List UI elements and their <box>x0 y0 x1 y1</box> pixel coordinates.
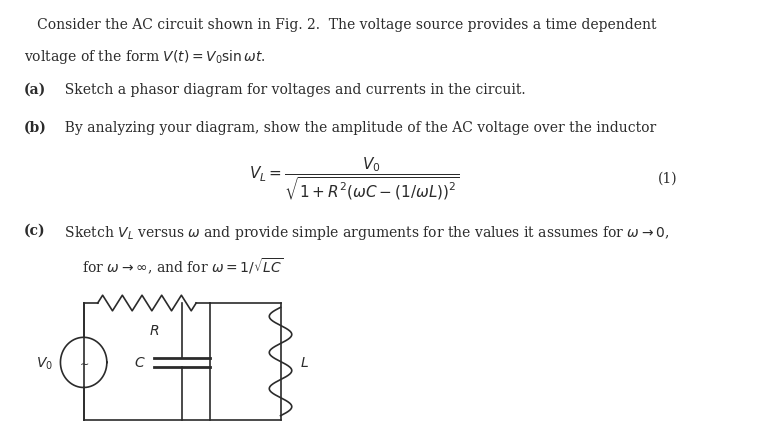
Text: $R$: $R$ <box>149 323 159 337</box>
Text: $V_L = \dfrac{V_0}{\sqrt{1 + R^2(\omega C - (1/\omega L))^2}}$: $V_L = \dfrac{V_0}{\sqrt{1 + R^2(\omega … <box>249 155 460 201</box>
Text: voltage of the form $V(t) = V_0 \sin\omega t$.: voltage of the form $V(t) = V_0 \sin\ome… <box>24 48 266 66</box>
Text: Consider the AC circuit shown in Fig. 2.  The voltage source provides a time dep: Consider the AC circuit shown in Fig. 2.… <box>24 18 656 32</box>
Text: Sketch $V_L$ versus $\omega$ and provide simple arguments for the values it assu: Sketch $V_L$ versus $\omega$ and provide… <box>55 223 669 241</box>
Text: $V_0$: $V_0$ <box>36 354 53 371</box>
Text: $\sim$: $\sim$ <box>78 357 90 367</box>
Text: $C$: $C$ <box>134 356 146 370</box>
Text: Sketch a phasor diagram for voltages and currents in the circuit.: Sketch a phasor diagram for voltages and… <box>55 83 525 97</box>
Text: (c): (c) <box>24 223 45 237</box>
Text: (1): (1) <box>658 171 678 185</box>
Text: (a): (a) <box>24 83 46 97</box>
Text: By analyzing your diagram, show the amplitude of the AC voltage over the inducto: By analyzing your diagram, show the ampl… <box>55 120 656 134</box>
Text: for $\omega \rightarrow \infty$, and for $\omega = 1/\sqrt{LC}$: for $\omega \rightarrow \infty$, and for… <box>55 256 283 276</box>
Text: (b): (b) <box>24 120 47 134</box>
Text: $L$: $L$ <box>300 356 309 370</box>
